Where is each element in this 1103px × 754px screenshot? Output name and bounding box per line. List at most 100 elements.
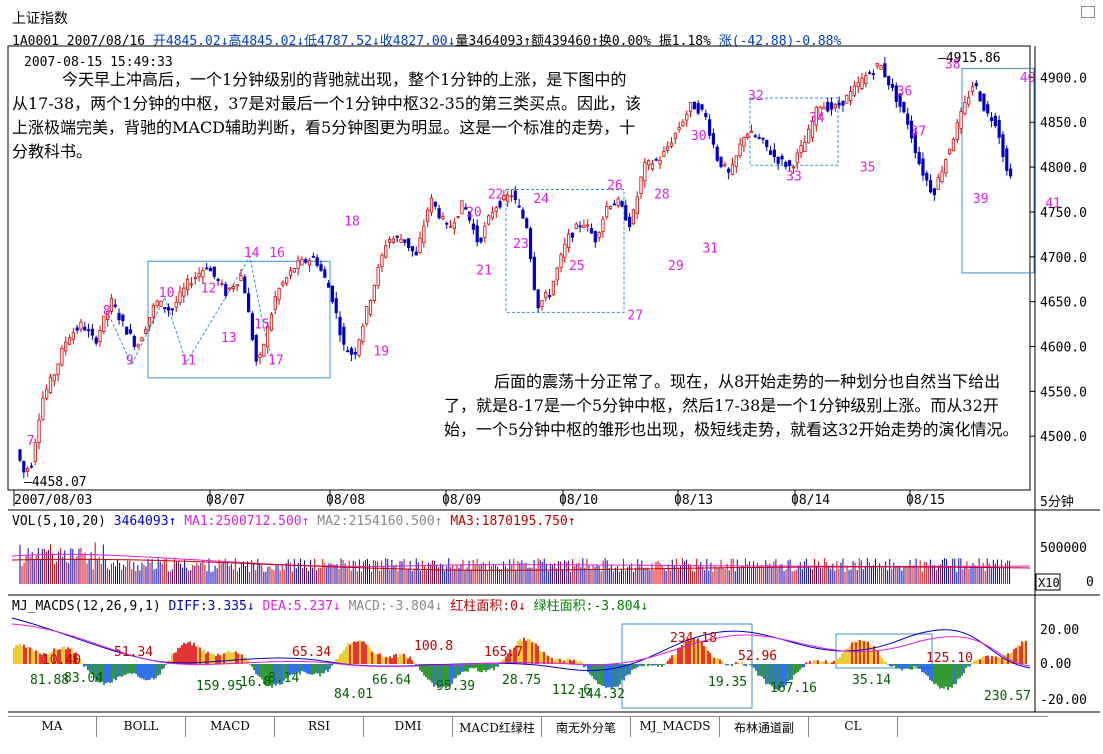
wave-label-19: 19 bbox=[373, 344, 389, 359]
open-value: 开4845.02↓ bbox=[152, 34, 229, 49]
candle-body bbox=[437, 208, 441, 219]
candle-body bbox=[551, 280, 556, 296]
macd-area-label: 125.10 bbox=[926, 651, 973, 666]
tab-boll-sub[interactable]: 布林通道副 bbox=[720, 717, 809, 737]
candle-body bbox=[106, 311, 110, 320]
candle-body bbox=[864, 75, 868, 84]
maximize-icon[interactable] bbox=[1081, 6, 1095, 18]
candle-body bbox=[814, 106, 818, 126]
macd-dea-line bbox=[11, 623, 1031, 668]
candle-body bbox=[639, 176, 643, 194]
code: 1A0001 bbox=[12, 34, 59, 49]
wave-label-32: 32 bbox=[748, 89, 764, 104]
candle-body bbox=[540, 300, 544, 307]
candle-body bbox=[974, 83, 978, 87]
macd-tick-label: -20.00 bbox=[1040, 693, 1087, 708]
candle-body bbox=[837, 102, 841, 106]
wave-label-9: 9 bbox=[126, 353, 134, 368]
tab-boll[interactable]: BOLL bbox=[97, 717, 186, 737]
x-tick-label: 08/13 bbox=[674, 493, 713, 508]
candle-body bbox=[544, 292, 548, 299]
wave-label-34: 34 bbox=[809, 111, 825, 126]
close-value: 收4827.00↓ bbox=[379, 34, 456, 49]
macd-tick-label: 20.00 bbox=[1040, 623, 1079, 638]
candle-body bbox=[273, 296, 277, 310]
candle-body bbox=[327, 282, 331, 288]
candle-body bbox=[883, 63, 887, 78]
datetime-label: 2007-08-15 15:49:33 bbox=[24, 55, 173, 70]
candle-body bbox=[589, 227, 594, 234]
candle-body bbox=[635, 196, 639, 215]
annotation-bottom: 后面的震荡十分正常了。现在，从8开始走势的一种划分也自然当下给出了，就是8-17… bbox=[444, 372, 1019, 439]
candle-body bbox=[913, 133, 917, 154]
candle-body bbox=[887, 75, 891, 86]
candle-body bbox=[688, 102, 693, 112]
candle-body bbox=[826, 101, 830, 112]
quote-line: 1A0001 2007/08/16 开4845.02↓高4845.02↓低478… bbox=[12, 30, 841, 49]
candle-body bbox=[186, 278, 190, 290]
macd-tick-label: 0.00 bbox=[1040, 657, 1071, 672]
tab-cl[interactable]: CL bbox=[809, 717, 898, 737]
tab-ma[interactable]: MA bbox=[8, 717, 97, 737]
tab-dmi[interactable]: DMI bbox=[364, 717, 453, 737]
wave-label-38: 38 bbox=[945, 57, 961, 72]
candle-body bbox=[734, 155, 738, 168]
macd-legend-part: 绿柱面积:-3.804↓ bbox=[534, 599, 649, 614]
candle-body bbox=[467, 211, 472, 221]
candle-body bbox=[525, 218, 529, 229]
volume-unit: X10 bbox=[1038, 576, 1060, 590]
candle-body bbox=[848, 91, 853, 101]
candle-body bbox=[418, 237, 422, 254]
candle-body bbox=[761, 137, 765, 140]
volume-value: 量3464093↑ bbox=[455, 34, 532, 49]
wave-label-23: 23 bbox=[513, 237, 529, 252]
tab-macd[interactable]: MACD bbox=[186, 717, 275, 737]
candle-body bbox=[239, 275, 243, 282]
macd-area-label: 144.32 bbox=[578, 687, 625, 702]
macd-area-label: 35.14 bbox=[852, 673, 891, 688]
candle-body bbox=[601, 218, 605, 232]
tab-mj-macds[interactable]: MJ_MACDS bbox=[631, 717, 720, 737]
macd-area-label: 112.6 bbox=[552, 683, 591, 698]
tab-nanwu[interactable]: 南无外分笔 bbox=[542, 717, 631, 737]
candle-body bbox=[833, 104, 837, 109]
candle-body bbox=[250, 313, 255, 340]
candle-body bbox=[730, 163, 735, 175]
candle-body bbox=[970, 86, 975, 92]
macd-area-label: 165.7 bbox=[484, 645, 523, 660]
x-tick-label: 08/10 bbox=[559, 493, 598, 508]
candle-body bbox=[940, 171, 944, 183]
wave-label-10: 10 bbox=[159, 286, 175, 301]
candle-body bbox=[490, 211, 495, 219]
candle-body bbox=[113, 304, 117, 307]
tab-rsi[interactable]: RSI bbox=[275, 717, 364, 737]
candle-body bbox=[757, 137, 761, 139]
macd-legend-part: MACD:-3.804↓ bbox=[349, 599, 451, 614]
candle-body bbox=[608, 205, 613, 209]
turnover-value: 换0.00% bbox=[598, 34, 651, 49]
candle-body bbox=[528, 228, 533, 260]
candle-body bbox=[567, 233, 571, 248]
candle-body bbox=[936, 177, 940, 190]
candle-body bbox=[33, 442, 37, 462]
x-tick-label: 08/07 bbox=[206, 493, 245, 508]
x-tick-label: 08/09 bbox=[442, 493, 481, 508]
candle-body bbox=[993, 115, 997, 126]
tab-macd-hist[interactable]: MACD红绿柱 bbox=[453, 717, 542, 737]
candle-body bbox=[338, 316, 342, 336]
candle-body bbox=[220, 283, 224, 286]
candle-body bbox=[178, 291, 182, 304]
candle-body bbox=[711, 133, 716, 145]
candle-body bbox=[41, 397, 45, 420]
candle-body bbox=[429, 197, 434, 213]
macd-area-label: 51.34 bbox=[114, 645, 153, 660]
candle-body bbox=[521, 209, 525, 219]
candle-body bbox=[620, 201, 624, 207]
candle-body bbox=[132, 335, 136, 347]
candle-body bbox=[246, 293, 251, 313]
wave-label-24: 24 bbox=[533, 192, 549, 207]
x-tick-label: 08/14 bbox=[791, 493, 830, 508]
candle-body bbox=[487, 215, 491, 225]
candle-body bbox=[852, 85, 856, 96]
candle-body bbox=[136, 344, 140, 347]
